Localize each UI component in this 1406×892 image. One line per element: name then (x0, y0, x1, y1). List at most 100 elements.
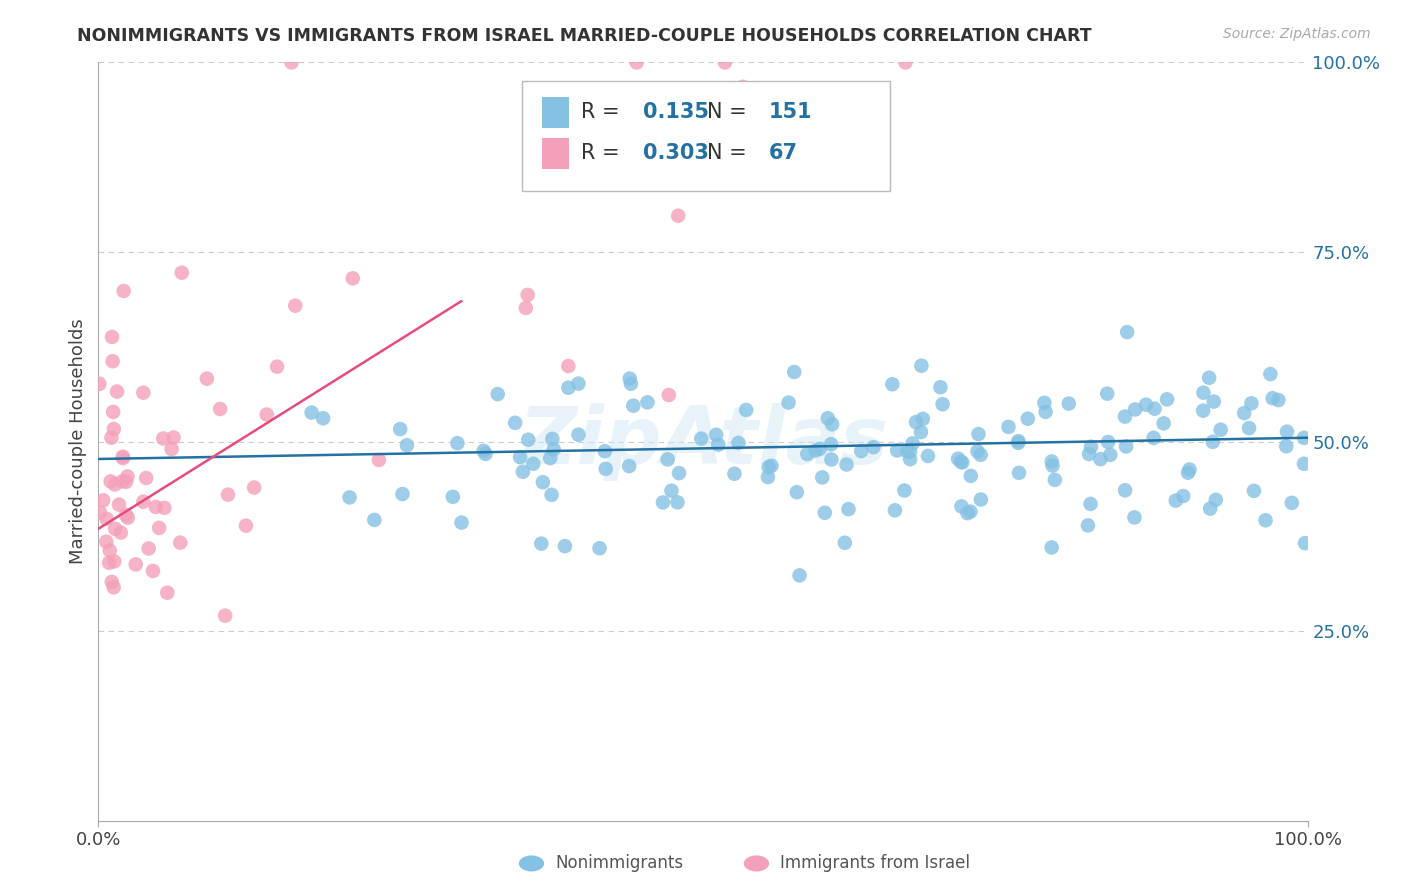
Point (1114, 483, 1136, 498)
Point (91, 493, 114, 508)
Point (657, 452, 679, 467)
Point (1173, 489, 1195, 503)
Point (132, 385, 155, 400)
Point (170, 266, 193, 280)
Point (541, 432, 564, 446)
Point (1042, 458, 1064, 473)
Point (1254, 513, 1277, 527)
Point (786, 485, 808, 500)
Point (690, 432, 713, 446)
Point (896, 444, 918, 458)
Point (949, 455, 972, 469)
Point (117, 469, 139, 483)
Point (138, 541, 160, 556)
Point (1164, 493, 1187, 508)
Text: N =: N = (707, 103, 754, 122)
Point (284, 299, 307, 313)
Text: 151: 151 (768, 103, 811, 122)
Point (101, 330, 124, 344)
Point (1267, 393, 1289, 408)
Point (1153, 417, 1175, 431)
Point (148, 521, 170, 535)
Point (1007, 435, 1029, 450)
Point (135, 471, 157, 485)
Point (104, 522, 127, 536)
Point (661, 483, 683, 498)
Point (959, 469, 981, 483)
Point (235, 518, 257, 533)
Point (89, 506, 111, 520)
Point (723, 467, 745, 481)
Point (835, 458, 858, 472)
Point (620, 376, 643, 391)
Point (105, 384, 128, 399)
Point (567, 376, 589, 391)
Point (96, 512, 118, 526)
Point (905, 415, 928, 429)
Point (111, 450, 134, 464)
Point (837, 502, 859, 516)
Point (441, 490, 464, 504)
Point (98, 556, 121, 570)
Point (169, 535, 191, 549)
Point (450, 516, 472, 530)
Point (588, 541, 610, 556)
Point (132, 494, 155, 508)
Point (301, 406, 323, 420)
Point (342, 271, 364, 285)
Point (1202, 434, 1225, 449)
Point (243, 481, 266, 495)
Point (626, 55, 648, 70)
Point (162, 430, 184, 444)
Point (820, 452, 842, 467)
Text: R =: R = (581, 144, 626, 163)
Point (1080, 497, 1102, 511)
Point (834, 535, 856, 549)
Point (1057, 396, 1080, 410)
Point (103, 580, 125, 594)
Point (108, 498, 131, 512)
Circle shape (519, 855, 544, 871)
Point (111, 451, 134, 466)
Point (789, 568, 811, 582)
Point (89, 376, 111, 391)
Point (217, 488, 239, 502)
Point (929, 380, 952, 394)
Point (776, 167, 799, 181)
Point (111, 475, 134, 489)
Point (363, 513, 385, 527)
FancyBboxPatch shape (543, 96, 569, 128)
Point (1123, 510, 1146, 524)
Point (100, 475, 122, 489)
Point (808, 442, 831, 456)
Point (1078, 447, 1101, 461)
Point (530, 536, 553, 550)
Point (1156, 392, 1178, 407)
Point (125, 558, 148, 572)
Point (619, 371, 641, 385)
Text: Immigrants from Israel: Immigrants from Israel (780, 855, 970, 872)
Point (756, 470, 779, 484)
Point (1275, 425, 1298, 439)
Text: 0.135: 0.135 (643, 103, 709, 122)
Circle shape (744, 855, 769, 871)
Point (894, 55, 917, 70)
Point (391, 487, 413, 501)
Point (950, 500, 973, 514)
Point (1097, 435, 1119, 450)
Text: N =: N = (707, 144, 754, 163)
Point (970, 492, 993, 507)
Point (820, 437, 842, 451)
Point (1115, 440, 1137, 454)
Point (1261, 391, 1284, 405)
Point (666, 209, 689, 223)
Point (516, 288, 538, 302)
Point (1090, 452, 1112, 467)
Point (195, 371, 218, 385)
Point (100, 574, 122, 589)
Point (898, 452, 921, 467)
Point (950, 455, 973, 469)
Point (969, 448, 991, 462)
Point (1202, 394, 1225, 409)
Text: R =: R = (581, 103, 626, 122)
